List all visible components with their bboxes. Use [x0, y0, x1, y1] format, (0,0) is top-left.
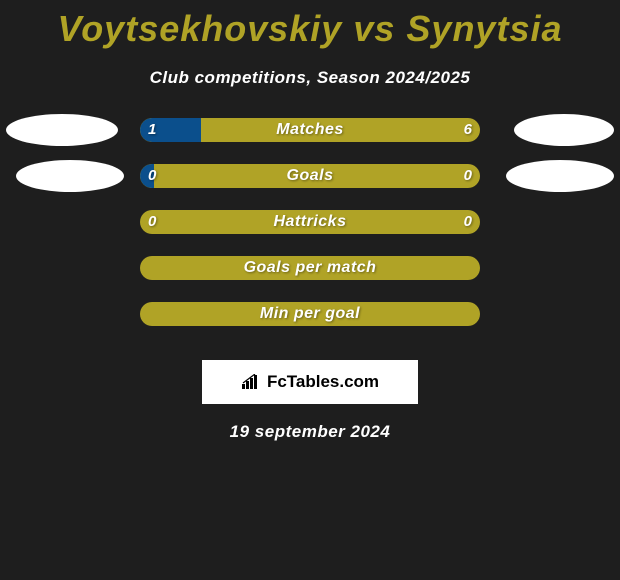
stat-bar: 0 0Hattricks [140, 210, 480, 234]
subtitle: Club competitions, Season 2024/2025 [0, 68, 620, 88]
avatar-placeholder-right [514, 114, 614, 146]
stat-value-right: 6 [464, 118, 472, 142]
stat-row: 1 6Matches [0, 118, 620, 164]
avatar-placeholder-left [6, 114, 118, 146]
stat-row: 0 0Hattricks [0, 210, 620, 256]
stat-row: Min per goal [0, 302, 620, 348]
stat-value-left: 0 [148, 164, 156, 188]
stat-bar: Min per goal [140, 302, 480, 326]
stat-bar: Goals per match [140, 256, 480, 280]
stat-row: Goals per match [0, 256, 620, 302]
avatar-placeholder-left [16, 160, 124, 192]
stat-label: Matches [140, 118, 480, 142]
stat-label: Min per goal [140, 302, 480, 326]
stat-label: Hattricks [140, 210, 480, 234]
chart-icon [241, 374, 261, 390]
stat-value-right: 0 [464, 164, 472, 188]
stat-value-right: 0 [464, 210, 472, 234]
stat-label: Goals per match [140, 256, 480, 280]
stat-bar: 1 6Matches [140, 118, 480, 142]
stat-value-left: 1 [148, 118, 156, 142]
player2-name: Synytsia [406, 8, 562, 49]
branding-badge[interactable]: FcTables.com [202, 360, 418, 404]
comparison-title: Voytsekhovskiy vs Synytsia [0, 0, 620, 50]
stat-row: 0 0Goals [0, 164, 620, 210]
vs-text: vs [353, 8, 395, 49]
avatar-placeholder-right [506, 160, 614, 192]
stat-bar: 0 0Goals [140, 164, 480, 188]
branding-text: FcTables.com [267, 372, 379, 392]
stat-value-left: 0 [148, 210, 156, 234]
date-text: 19 september 2024 [0, 422, 620, 442]
stat-rows: 16Matches00Goals00HattricksGoals per mat… [0, 118, 620, 348]
player1-name: Voytsekhovskiy [58, 8, 343, 49]
stat-label: Goals [140, 164, 480, 188]
